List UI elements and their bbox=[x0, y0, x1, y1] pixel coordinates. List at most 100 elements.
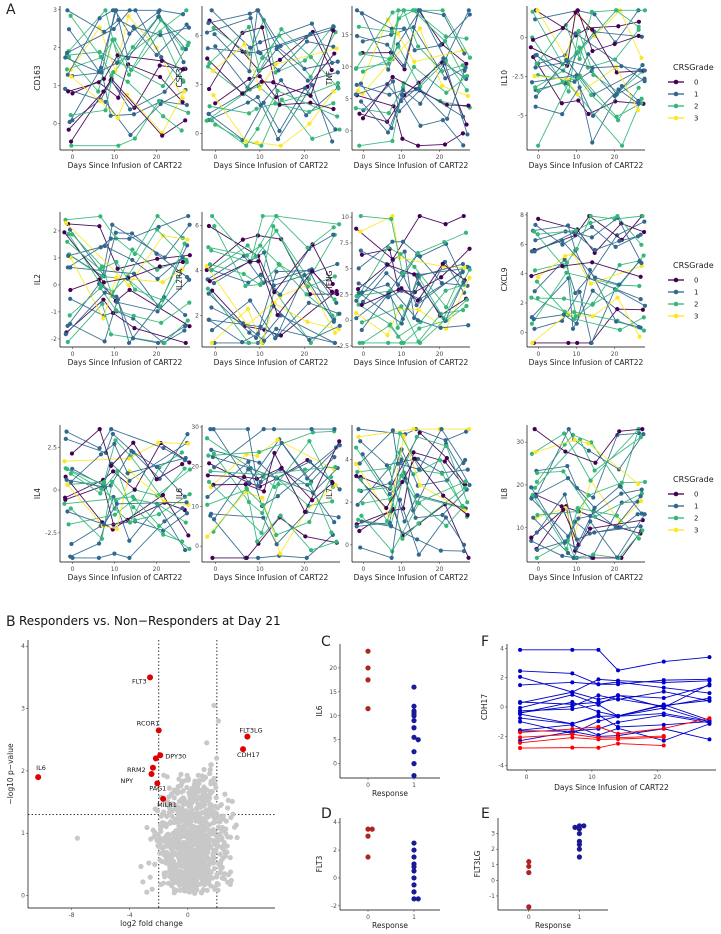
x-tick-label: 10 bbox=[256, 566, 264, 573]
panel-b-volcano-plot: Responders vs. Non−Responders at Day 210… bbox=[6, 614, 281, 928]
x-axis-label: Days Since Infusion of CART22 bbox=[354, 573, 469, 582]
patient-data-point bbox=[273, 70, 278, 75]
patient-data-point bbox=[590, 288, 595, 293]
patient-data-point bbox=[440, 8, 445, 13]
patient-data-point bbox=[390, 257, 395, 262]
patient-data-point bbox=[308, 340, 313, 346]
patient-data-point bbox=[353, 106, 358, 111]
y-tick-label: 5 bbox=[345, 266, 349, 273]
patient-data-point bbox=[111, 70, 116, 75]
gene-point bbox=[173, 870, 179, 876]
patient-data-point bbox=[354, 8, 360, 13]
patient-data-point bbox=[127, 478, 132, 483]
patient-series-line bbox=[363, 70, 465, 120]
y-axis-label: IL8 bbox=[500, 488, 509, 499]
patient-data-point bbox=[417, 340, 423, 346]
patient-data-point bbox=[247, 11, 252, 16]
gene-point bbox=[148, 836, 154, 842]
patient-data-point bbox=[359, 519, 364, 524]
gene-point bbox=[191, 869, 197, 875]
patient-data-point bbox=[612, 41, 617, 47]
patient-data-point bbox=[465, 500, 470, 505]
patient-series-line bbox=[68, 8, 187, 73]
patient-data-point bbox=[438, 548, 443, 553]
patient-data-point bbox=[113, 308, 119, 313]
patient-series-line bbox=[67, 283, 186, 344]
patient-data-point bbox=[277, 128, 282, 134]
gene-point bbox=[163, 870, 169, 876]
panel-label-e: E bbox=[481, 806, 490, 822]
gene-point bbox=[188, 790, 194, 796]
patient-data-point bbox=[460, 261, 466, 267]
patient-data-point bbox=[463, 230, 469, 235]
panel-b-title: Responders vs. Non−Responders at Day 21 bbox=[19, 614, 281, 628]
patient-series-line bbox=[70, 76, 185, 134]
patient-series-line bbox=[358, 241, 465, 282]
x-tick-label: 10 bbox=[111, 566, 119, 573]
legend-swatch-point bbox=[673, 527, 679, 533]
responder-data-point bbox=[596, 677, 601, 682]
panel-label-b: B bbox=[6, 614, 16, 630]
patient-series-line bbox=[358, 246, 464, 309]
gene-point bbox=[180, 871, 186, 877]
patient-data-point bbox=[593, 514, 598, 519]
patient-data-point bbox=[402, 67, 407, 72]
y-tick-label: 2 bbox=[500, 675, 504, 682]
response-point bbox=[526, 869, 532, 876]
patient-data-point bbox=[158, 29, 163, 35]
patient-data-point bbox=[260, 503, 265, 508]
patient-data-point bbox=[276, 68, 281, 73]
patient-data-point bbox=[127, 555, 132, 560]
patient-data-point bbox=[273, 62, 278, 67]
gene-point bbox=[211, 865, 218, 872]
patient-series-line bbox=[69, 66, 187, 123]
patient-data-point bbox=[209, 213, 215, 219]
patient-data-point bbox=[130, 247, 135, 252]
gene-point bbox=[149, 886, 155, 892]
patient-data-point bbox=[154, 501, 159, 506]
patient-data-point bbox=[247, 69, 252, 74]
patient-data-point bbox=[356, 427, 361, 432]
patient-data-point bbox=[64, 50, 70, 55]
patient-data-point bbox=[68, 13, 73, 18]
gene-point bbox=[155, 843, 161, 849]
y-tick-label: 10 bbox=[516, 525, 524, 532]
patient-data-point bbox=[262, 250, 267, 255]
patient-data-point bbox=[570, 326, 576, 331]
patient-data-point bbox=[461, 143, 466, 148]
patient-series-line bbox=[537, 83, 643, 147]
patient-data-point bbox=[401, 434, 406, 439]
y-tick-label: 3 bbox=[53, 7, 57, 14]
patient-data-point bbox=[565, 550, 571, 556]
legend-swatch-point bbox=[673, 103, 679, 109]
patient-series-line bbox=[211, 215, 340, 263]
patient-data-point bbox=[355, 88, 360, 94]
response-point bbox=[576, 830, 583, 837]
patient-data-point bbox=[574, 537, 579, 542]
patient-series-line bbox=[208, 84, 333, 142]
gene-point bbox=[233, 822, 239, 828]
y-axis-label: FLT3LG bbox=[473, 850, 482, 877]
patient-data-point bbox=[261, 280, 266, 285]
patient-data-point bbox=[416, 281, 421, 287]
patient-data-point bbox=[98, 285, 103, 291]
patient-data-point bbox=[304, 555, 309, 560]
patient-data-point bbox=[337, 323, 342, 328]
gene-point bbox=[197, 815, 203, 821]
patient-series-line bbox=[211, 229, 335, 288]
patient-series-line bbox=[359, 299, 468, 344]
gene-point bbox=[190, 883, 196, 889]
responder-data-point bbox=[596, 682, 601, 687]
gene-point bbox=[221, 839, 227, 846]
patient-data-point bbox=[356, 290, 361, 295]
patient-series-line bbox=[355, 57, 468, 135]
patient-data-point bbox=[617, 327, 623, 332]
patient-data-point bbox=[110, 479, 115, 484]
gene-point bbox=[182, 846, 188, 852]
patient-data-point bbox=[307, 292, 313, 297]
patient-data-point bbox=[204, 30, 210, 35]
patient-data-point bbox=[159, 55, 164, 60]
patient-data-point bbox=[302, 86, 308, 91]
